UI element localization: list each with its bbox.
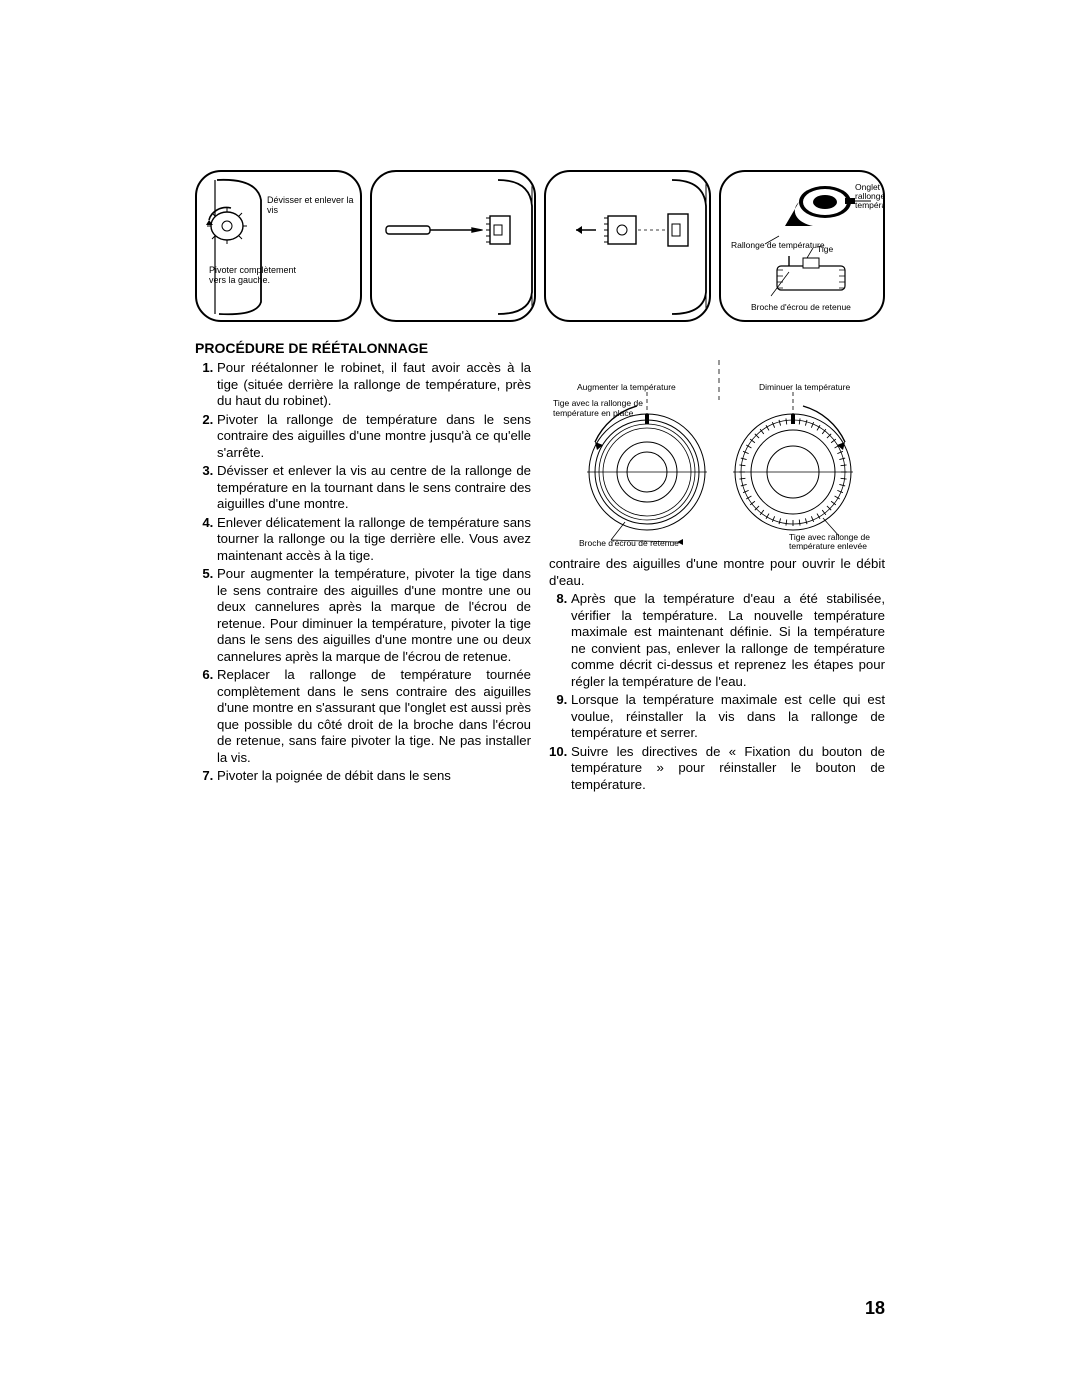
step-2: Pivoter la rallonge de température dans …	[217, 412, 531, 462]
step-5: Pour augmenter la température, pivoter l…	[217, 566, 531, 665]
inline-l3b: température en place	[553, 408, 634, 418]
diagram-panel-2	[370, 170, 537, 322]
page-number: 18	[865, 1298, 885, 1319]
diagram-strip: Dévisser et enlever la vis Pivoter compl…	[195, 170, 885, 322]
inline-l5b: température enlevée	[789, 541, 867, 550]
step-10: Suivre les directives de « Fixation du b…	[571, 744, 885, 794]
step-4: Enlever délicatement la rallonge de temp…	[217, 515, 531, 565]
panel4-l1c: température	[855, 200, 886, 210]
diagram-panel-3	[544, 170, 711, 322]
inline-l1: Augmenter la température	[577, 382, 676, 392]
panel1-label-2b: vers la gauche.	[209, 276, 270, 286]
step-3: Dévisser et enlever la vis au centre de …	[217, 463, 531, 513]
step-7-continuation: contraire des aiguilles d'une montre pou…	[549, 556, 885, 589]
inline-recalibration-diagram: Augmenter la température Diminuer la tem…	[549, 360, 885, 550]
panel1-label-1: Dévisser et enlever la vis	[267, 196, 360, 216]
document-page: Dévisser et enlever la vis Pivoter compl…	[0, 0, 1080, 1397]
section-heading: PROCÉDURE DE RÉÉTALONNAGE	[195, 340, 885, 356]
step-7: Pivoter la poignée de débit dans le sens	[217, 768, 531, 785]
inline-l2: Diminuer la température	[759, 382, 850, 392]
panel4-l2: Rallonge de température	[731, 240, 825, 250]
diagram-panel-4: Onglet de la rallonge de température Ral…	[719, 170, 886, 322]
body-columns: Pour réétalonner le robinet, il faut avo…	[195, 360, 885, 793]
step-6: Replacer la rallonge de température tour…	[217, 667, 531, 766]
inline-l3a: Tige avec la rallonge de	[553, 398, 643, 408]
diagram-panel-1: Dévisser et enlever la vis Pivoter compl…	[195, 170, 362, 322]
inline-l4: Broche d'écrou de retenue	[579, 538, 679, 548]
panel4-l4: Broche d'écrou de retenue	[751, 302, 851, 312]
step-9: Lorsque la température maximale est cell…	[571, 692, 885, 742]
step-1: Pour réétalonner le robinet, il faut avo…	[217, 360, 531, 410]
step-8: Après que la température d'eau a été sta…	[571, 591, 885, 690]
panel4-l3: Tige	[817, 244, 833, 254]
